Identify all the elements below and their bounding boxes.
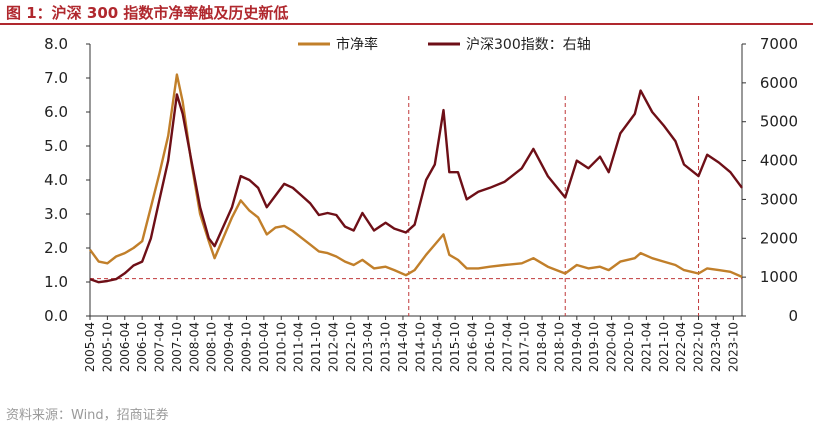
x-tick-label: 2022-10 xyxy=(692,322,706,372)
x-tick-label: 2017-10 xyxy=(518,322,532,372)
x-tick-label: 2008-10 xyxy=(205,322,219,372)
x-tick-label: 2023-04 xyxy=(709,322,723,372)
y-left-tick-label: 0.0 xyxy=(44,307,68,325)
x-tick-label: 2019-04 xyxy=(570,322,584,372)
x-tick-label: 2012-10 xyxy=(344,322,358,372)
y-left-tick-label: 1.0 xyxy=(44,273,68,291)
x-tick-label: 2017-04 xyxy=(500,322,514,372)
y-left-tick-label: 5.0 xyxy=(44,137,68,155)
x-tick-label: 2018-04 xyxy=(535,322,549,372)
x-tick-label: 2007-04 xyxy=(153,322,167,372)
y-right-tick-label: 6000 xyxy=(760,74,798,92)
source-note: 资料来源：Wind，招商证券 xyxy=(6,408,169,423)
x-tick-label: 2006-10 xyxy=(135,322,149,372)
x-tick-label: 2023-10 xyxy=(726,322,740,372)
y-left-tick-label: 6.0 xyxy=(44,103,68,121)
x-tick-label: 2021-04 xyxy=(639,322,653,372)
y-left-tick-label: 3.0 xyxy=(44,205,68,223)
x-tick-label: 2020-04 xyxy=(605,322,619,372)
x-tick-label: 2007-10 xyxy=(170,322,184,372)
x-tick-label: 2020-10 xyxy=(622,322,636,372)
y-right-tick-label: 1000 xyxy=(760,268,798,286)
x-tick-label: 2006-04 xyxy=(118,322,132,372)
y-right-tick-label: 2000 xyxy=(760,229,798,247)
x-tick-label: 2010-10 xyxy=(274,322,288,372)
x-tick-label: 2016-10 xyxy=(483,322,497,372)
y-left-tick-label: 8.0 xyxy=(44,35,68,53)
x-tick-label: 2009-10 xyxy=(239,322,253,372)
x-tick-label: 2010-04 xyxy=(257,322,271,372)
x-tick-label: 2011-04 xyxy=(292,322,306,372)
legend-label: 市净率 xyxy=(336,36,378,53)
legend-label: 沪深300指数：右轴 xyxy=(466,37,591,53)
x-tick-label: 2005-04 xyxy=(83,322,97,372)
x-tick-label: 2016-04 xyxy=(466,322,480,372)
x-tick-label: 2022-04 xyxy=(674,322,688,372)
x-tick-label: 2011-10 xyxy=(309,322,323,372)
y-right-tick-label: 4000 xyxy=(760,152,798,170)
y-left-tick-label: 7.0 xyxy=(44,69,68,87)
x-tick-label: 2013-10 xyxy=(379,322,393,372)
y-left-tick-label: 2.0 xyxy=(44,239,68,257)
x-tick-label: 2008-04 xyxy=(187,322,201,372)
chart-title: 图 1：沪深 300 指数市净率触及历史新低 xyxy=(6,4,289,22)
y-left-tick-label: 4.0 xyxy=(44,171,68,189)
x-tick-label: 2019-10 xyxy=(587,322,601,372)
x-tick-label: 2013-04 xyxy=(361,322,375,372)
series-line-index xyxy=(89,89,743,284)
x-tick-label: 2005-10 xyxy=(100,322,114,372)
y-right-tick-label: 7000 xyxy=(760,35,798,53)
y-right-tick-label: 0 xyxy=(788,307,798,325)
y-right-tick-label: 5000 xyxy=(760,113,798,131)
x-tick-label: 2014-10 xyxy=(413,322,427,372)
series-line-pb xyxy=(89,73,743,278)
y-right-tick-label: 3000 xyxy=(760,190,798,208)
title-underline xyxy=(0,23,813,25)
x-tick-label: 2015-04 xyxy=(431,322,445,372)
x-tick-label: 2021-10 xyxy=(657,322,671,372)
x-tick-label: 2009-04 xyxy=(222,322,236,372)
x-tick-label: 2014-04 xyxy=(396,322,410,372)
x-tick-label: 2015-10 xyxy=(448,322,462,372)
x-tick-label: 2018-10 xyxy=(552,322,566,372)
x-tick-label: 2012-04 xyxy=(326,322,340,372)
